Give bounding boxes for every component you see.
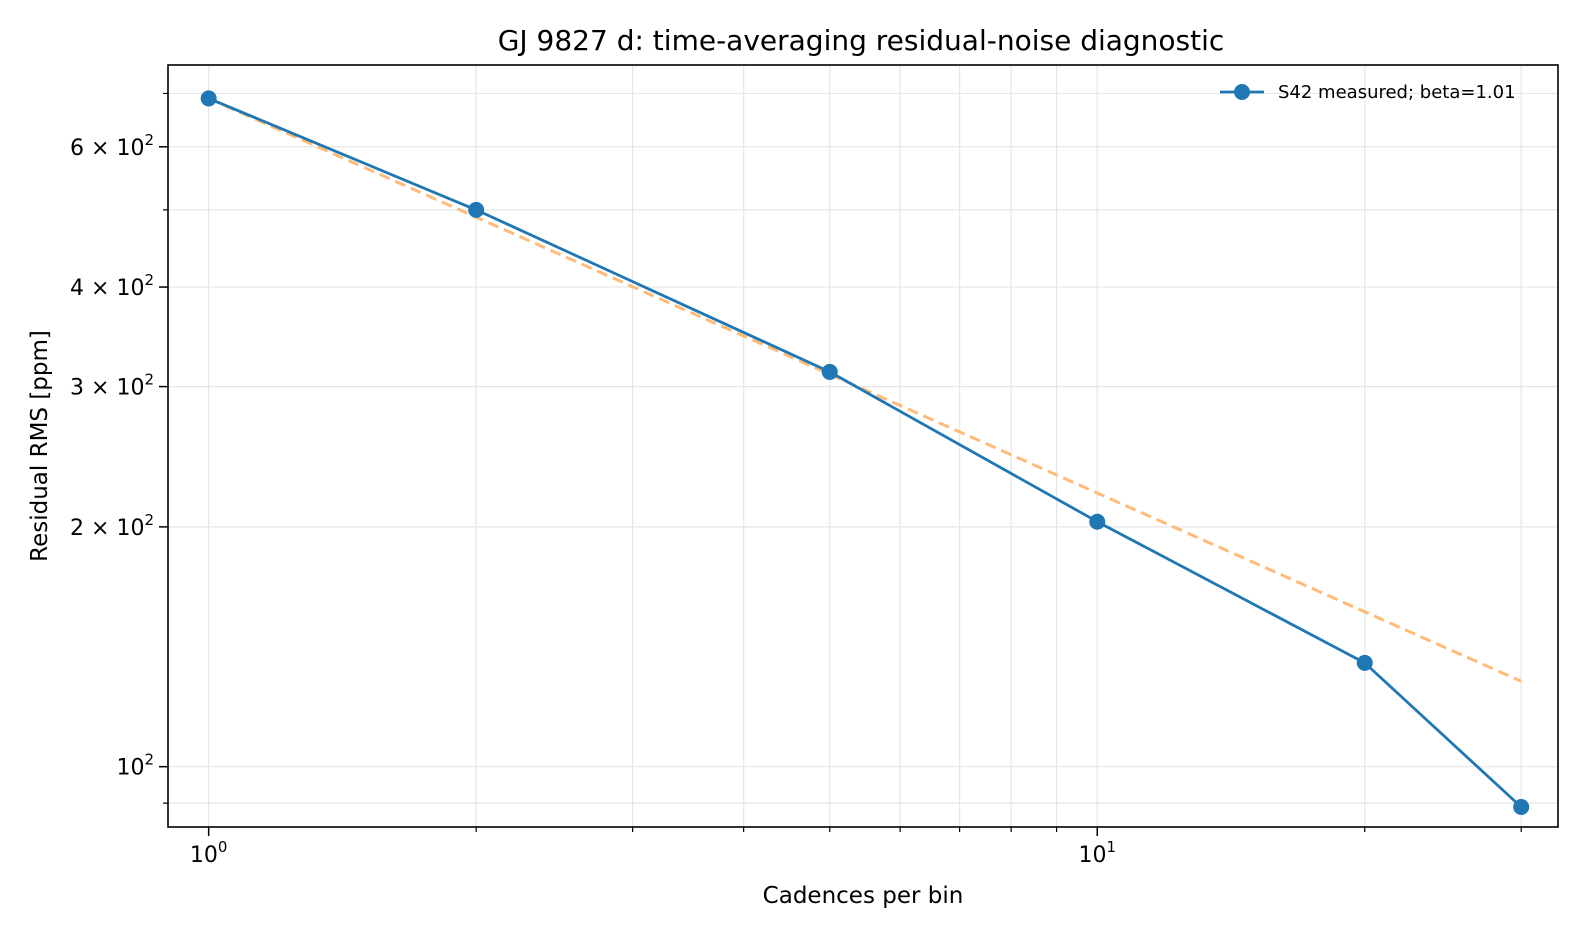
minor-ticks xyxy=(163,92,1522,832)
grid xyxy=(168,65,1558,827)
y-tick-label: 2 × 102 xyxy=(70,511,154,541)
legend: S42 measured; beta=1.01 xyxy=(1220,82,1516,103)
y-tick-label: 3 × 102 xyxy=(70,371,154,401)
y-tick-label: 4 × 102 xyxy=(70,271,154,301)
series-layer xyxy=(200,90,1530,815)
y-axis: 102 2 × 102 3 × 102 4 × 102 6 × 102 xyxy=(70,131,168,781)
y-axis-label: Residual RMS [ppm] xyxy=(27,330,53,562)
x-tick-label: 100 xyxy=(190,838,228,868)
data-point xyxy=(468,201,485,218)
data-point xyxy=(1356,654,1373,671)
measured-line xyxy=(208,97,1523,809)
y-tick-label: 6 × 102 xyxy=(70,131,154,161)
x-axis: 100 101 xyxy=(190,827,1116,868)
data-point xyxy=(1513,798,1530,815)
y-tick-label: 102 xyxy=(116,751,154,781)
x-axis-label: Cadences per bin xyxy=(763,883,964,909)
x-tick-label: 101 xyxy=(1078,838,1116,868)
data-point xyxy=(200,90,217,107)
fit-line xyxy=(208,97,1522,683)
legend-label-measured: S42 measured; beta=1.01 xyxy=(1278,82,1516,103)
chart-title: GJ 9827 d: time-averaging residual-noise… xyxy=(498,24,1225,57)
data-point xyxy=(1089,513,1106,530)
data-point xyxy=(821,363,838,380)
plot-frame xyxy=(167,64,1559,828)
legend-marker xyxy=(1234,84,1250,100)
